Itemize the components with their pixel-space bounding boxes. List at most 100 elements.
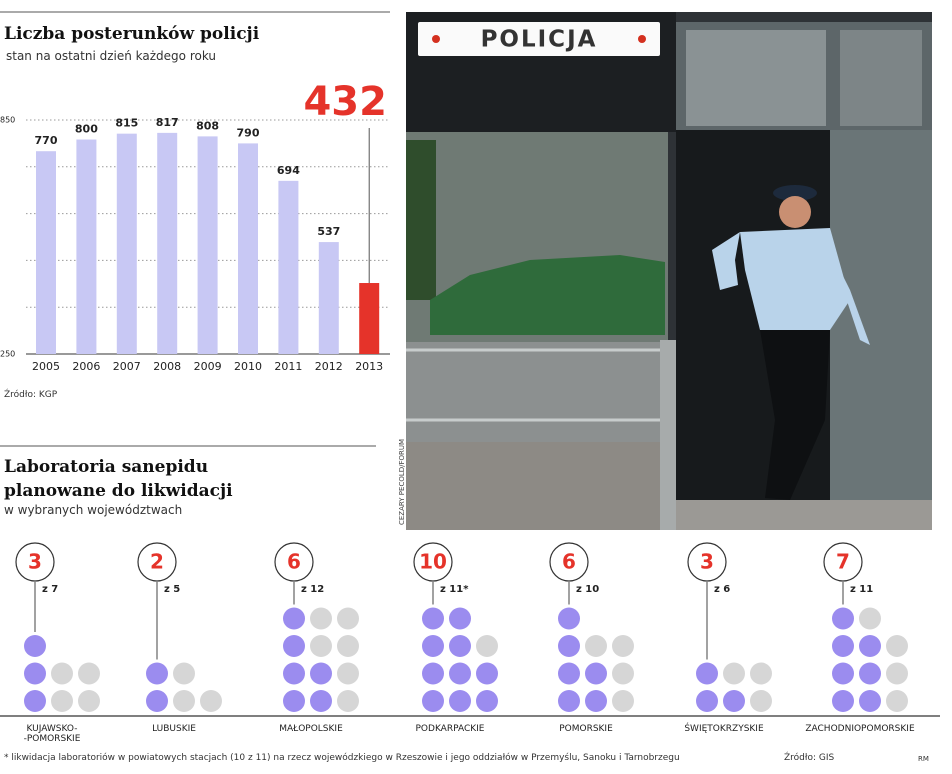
closed-dot xyxy=(422,607,444,630)
photo: POLICJA CEZARY PECOLD/FORUM xyxy=(398,12,932,530)
remaining-dot xyxy=(750,662,772,685)
closed-dot xyxy=(283,607,305,630)
closed-dot xyxy=(696,690,718,712)
total-label: z 6 xyxy=(714,584,730,595)
remaining-dot xyxy=(310,607,332,630)
value-label: 6 xyxy=(287,550,301,574)
closed-dot xyxy=(283,690,305,712)
number-badge xyxy=(15,542,55,582)
closed-dot xyxy=(449,690,471,712)
x-tick-label: LUBUSKIE xyxy=(152,724,196,734)
closed-dot xyxy=(422,690,444,712)
value-label: 537 xyxy=(317,225,340,238)
remaining-dot xyxy=(200,690,222,712)
closed-dot xyxy=(832,607,854,630)
remaining-dot xyxy=(886,690,908,712)
value-label: 10 xyxy=(419,550,447,574)
x-tick-label: 2006 xyxy=(72,360,100,373)
x-tick-label: ŚWIĘTOKRZYSKIE xyxy=(684,724,764,734)
value-label: 817 xyxy=(156,116,179,129)
closed-dot xyxy=(558,635,580,657)
bar xyxy=(116,133,137,354)
remaining-dot xyxy=(723,662,745,685)
total-label: z 11 xyxy=(850,584,873,595)
remaining-dot xyxy=(51,690,73,712)
bar xyxy=(318,242,339,354)
number-badge xyxy=(549,542,589,582)
remaining-dot xyxy=(886,662,908,685)
number-badge xyxy=(687,542,727,582)
value-label: 790 xyxy=(237,126,260,139)
closed-dot xyxy=(449,662,471,685)
remaining-dot xyxy=(310,635,332,657)
value-label: 3 xyxy=(28,550,42,574)
remaining-dot xyxy=(78,690,100,712)
closed-dot xyxy=(859,690,881,712)
value-label: 770 xyxy=(35,134,58,147)
remaining-dot xyxy=(51,662,73,685)
bar xyxy=(36,151,56,354)
x-tick-label: 2007 xyxy=(113,360,141,373)
closed-dot xyxy=(476,690,498,712)
x-tick-label: 2008 xyxy=(153,360,181,373)
remaining-dot xyxy=(173,662,195,685)
closed-dot xyxy=(283,662,305,685)
value-label: 6 xyxy=(562,550,576,574)
remaining-dot xyxy=(173,690,195,712)
total-label: z 10 xyxy=(576,584,599,595)
total-label: z 7 xyxy=(42,584,58,595)
remaining-dot xyxy=(859,607,881,630)
bar xyxy=(157,132,178,354)
remaining-dot xyxy=(585,635,607,657)
value-label: 3 xyxy=(700,550,714,574)
x-tick-label: PODKARPACKIE xyxy=(415,724,485,734)
x-tick-label: 2009 xyxy=(194,360,222,373)
bar xyxy=(278,180,299,354)
closed-dot xyxy=(832,690,854,712)
closed-dot xyxy=(558,607,580,630)
closed-dot xyxy=(585,662,607,685)
source: Źródło: KGP xyxy=(4,390,58,400)
closed-dot xyxy=(310,690,332,712)
chart-title: Liczba posterunków policji xyxy=(4,24,260,44)
x-tick-label: 2010 xyxy=(234,360,262,373)
remaining-dot xyxy=(337,635,359,657)
value-label: 808 xyxy=(196,119,219,132)
closed-dot xyxy=(146,662,168,685)
closed-dot xyxy=(832,662,854,685)
closed-dot xyxy=(859,662,881,685)
closed-dot xyxy=(24,662,46,685)
number-badge xyxy=(274,542,314,582)
closed-dot xyxy=(859,635,881,657)
closed-dot xyxy=(422,635,444,657)
total-label: z 11* xyxy=(440,584,469,595)
closed-dot xyxy=(283,635,305,657)
x-tick-label: POMORSKIE xyxy=(559,724,613,734)
y-tick-label: 850 xyxy=(0,116,15,125)
remaining-dot xyxy=(612,635,634,657)
number-badge xyxy=(413,542,453,582)
bar xyxy=(197,136,218,354)
closed-dot xyxy=(585,690,607,712)
bar xyxy=(359,283,380,354)
closed-dot xyxy=(146,690,168,712)
value-label: 815 xyxy=(115,117,138,130)
remaining-dot xyxy=(886,635,908,657)
number-badge xyxy=(823,542,863,582)
closed-dot xyxy=(476,662,498,685)
remaining-dot xyxy=(476,635,498,657)
x-tick-label: KUJAWSKO- -POMORSKIE xyxy=(23,724,81,744)
x-tick-label: 2005 xyxy=(32,360,60,373)
total-label: z 12 xyxy=(301,584,324,595)
remaining-dot xyxy=(337,690,359,712)
closed-dot xyxy=(24,690,46,712)
total-label: z 5 xyxy=(164,584,180,595)
closed-dot xyxy=(723,690,745,712)
x-tick-label: MAŁOPOLSKIE xyxy=(279,724,343,734)
remaining-dot xyxy=(612,690,634,712)
x-tick-label: 2012 xyxy=(315,360,343,373)
chart-title: Laboratoria sanepidu planowane do likwid… xyxy=(4,457,233,501)
closed-dot xyxy=(558,690,580,712)
y-tick-label: 250 xyxy=(0,350,15,359)
